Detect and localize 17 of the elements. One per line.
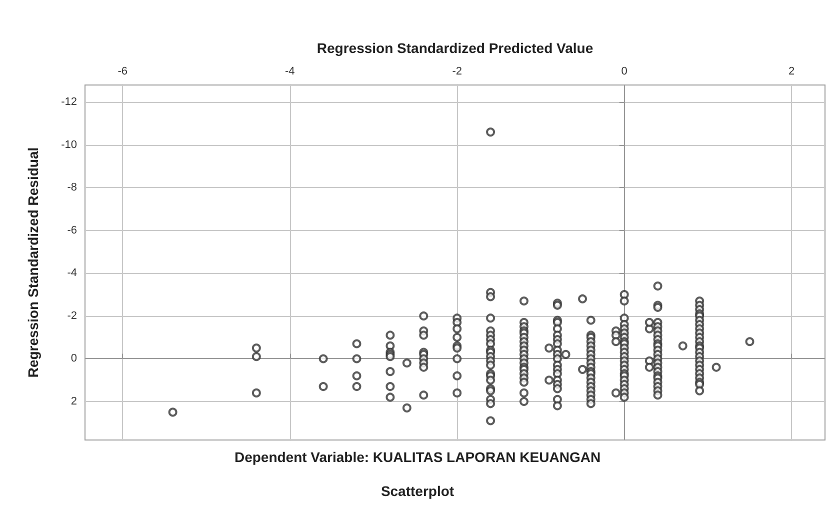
x-axis-title: Regression Standardized Predicted Value	[316, 40, 594, 56]
text: Dependent Variable: KUALITAS LAPORAN KEUANGAN	[234, 449, 601, 465]
y-tick-label: -8	[67, 182, 77, 194]
y-tick-label: 2	[70, 396, 77, 408]
y-tick-label: -6	[67, 224, 77, 236]
x-tick-label: 2	[788, 66, 795, 78]
y-tick-label: -12	[61, 96, 77, 108]
x-tick-label: -6	[118, 66, 128, 78]
y-tick-label: 0	[70, 352, 77, 365]
x-tick-label: -2	[452, 66, 462, 78]
x-tick-label: 0	[621, 66, 628, 78]
y-tick-label: -4	[67, 267, 77, 280]
y-axis-title: Regression Standardized Residual	[25, 147, 41, 378]
y-tick-label: -10	[61, 138, 77, 151]
x-tick-label: -4	[284, 66, 295, 78]
text: Scatterplot	[380, 483, 454, 499]
y-tick-label: -2	[67, 310, 77, 322]
